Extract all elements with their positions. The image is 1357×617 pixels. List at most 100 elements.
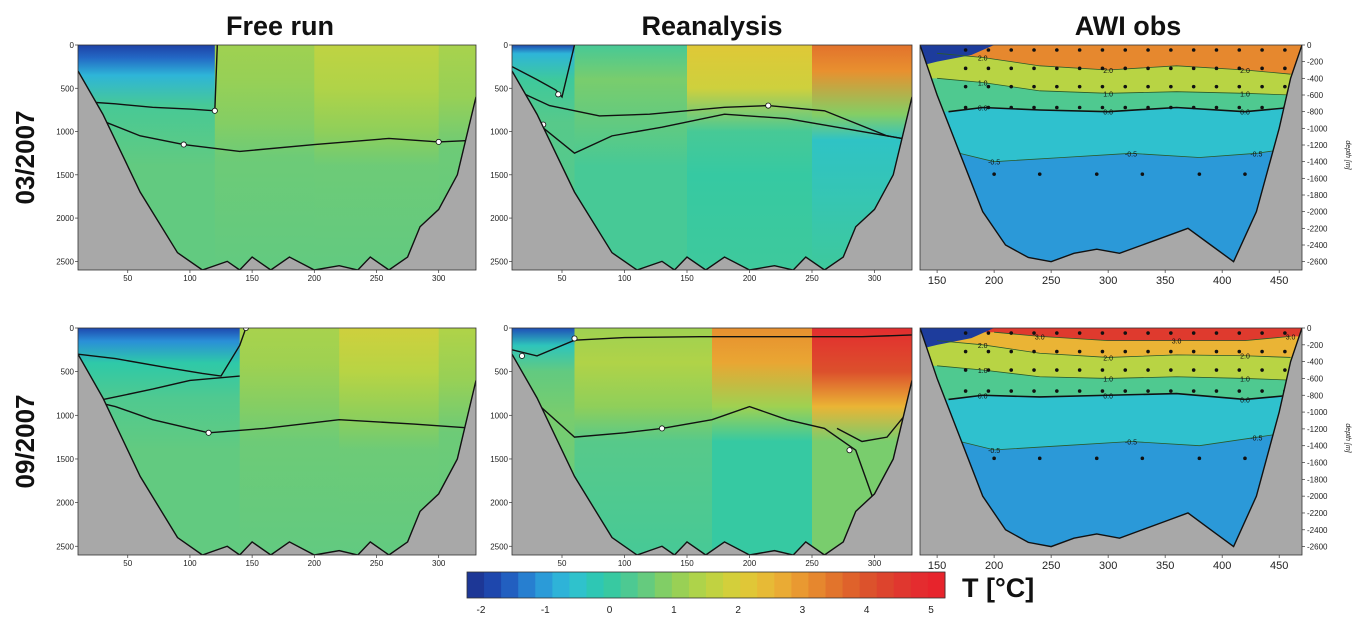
temperature-band	[920, 328, 1302, 341]
obs-point	[963, 349, 968, 354]
seabed	[512, 70, 912, 270]
obs-point	[1100, 349, 1105, 354]
obs-point	[963, 84, 968, 89]
y-tick-label: -800	[1307, 391, 1324, 400]
colorbar-segment	[637, 572, 656, 598]
contour-label: 1.0	[978, 81, 988, 88]
obs-point	[1032, 66, 1036, 71]
obs-point	[1055, 368, 1059, 372]
colorbar-segment	[484, 572, 502, 598]
obs-point	[1237, 66, 1242, 71]
obs-point	[1260, 349, 1264, 354]
x-tick-label: 200	[743, 274, 757, 283]
x-tick-label: 300	[432, 559, 446, 568]
y-tick-label: 0	[70, 324, 75, 333]
y-tick-label: 2000	[56, 499, 74, 508]
x-tick-label: 300	[1099, 560, 1117, 572]
colorbar-segment	[927, 572, 946, 598]
x-tick-label: 50	[558, 559, 567, 568]
x-tick-label: 250	[1042, 560, 1060, 572]
obs-point	[1009, 48, 1014, 52]
obs-point	[1146, 389, 1150, 393]
y-tick-label: -2200	[1307, 509, 1328, 518]
panel-awi-sep: 3.0 3.0 3.0 2.0 2.0 2.0 1.0 1.0 1.0 0.0 0.0 0.0 -0.5…	[919, 324, 1351, 572]
x-tick-label: 300	[868, 559, 882, 568]
contour-line	[937, 52, 1291, 75]
temperature-section	[712, 328, 813, 555]
panel-awi-mar: 2.0 2.0 2.0 1.0 1.0 1.0 0.0 0.0 0.0 -0.5 -0.5 -0.5 1…	[919, 41, 1351, 287]
x-tick-label: 350	[1156, 275, 1174, 287]
x-tick-label: 250	[1042, 275, 1060, 287]
obs-point	[1100, 331, 1105, 335]
obs-point	[1146, 66, 1150, 71]
colorbar-segment	[740, 572, 758, 598]
obs-point	[1100, 368, 1105, 372]
colorbar-tick-label: 5	[928, 605, 934, 616]
contour-label: 2.0	[978, 56, 988, 63]
contour-label: 3.0	[1035, 334, 1045, 341]
obs-point	[1260, 84, 1264, 89]
colorbar-segment	[910, 572, 929, 598]
x-tick-label: 250	[370, 559, 384, 568]
row-title-mar: 03/2007	[10, 111, 40, 205]
contour-line	[937, 340, 1291, 358]
isoline-marker	[555, 91, 562, 98]
obs-point	[1169, 389, 1173, 393]
obs-point	[1197, 172, 1202, 176]
y-tick-label: -1400	[1307, 158, 1328, 167]
seabed-outline	[512, 70, 912, 270]
seabed	[78, 70, 476, 270]
contour-label: -0.5	[1125, 440, 1137, 447]
x-tick-label: 150	[680, 274, 694, 283]
obs-point	[1169, 84, 1173, 89]
contour-label: 0.0	[1240, 110, 1250, 117]
obs-point	[1009, 389, 1014, 393]
contour-label: 0.0	[978, 393, 988, 400]
y-tick-label: -400	[1307, 358, 1324, 367]
y-tick-label: -400	[1307, 74, 1324, 83]
seabed-outline	[78, 70, 476, 270]
y-tick-label: 500	[495, 84, 509, 93]
temperature-section	[687, 45, 813, 270]
obs-point	[1214, 389, 1219, 393]
x-tick-label: 100	[183, 274, 197, 283]
contour-label: 3.0	[1172, 339, 1182, 346]
isoline	[512, 87, 912, 141]
y-tick-label: -200	[1307, 341, 1324, 350]
isoline-marker	[242, 328, 249, 331]
colorbar-segment	[791, 572, 809, 598]
obs-point	[963, 105, 968, 110]
obs-point	[1077, 331, 1082, 335]
obs-point	[1032, 389, 1036, 393]
colorbar-segment	[654, 572, 673, 598]
isoline-marker	[571, 335, 578, 342]
colorbar-segment	[893, 572, 912, 598]
y-tick-label: 500	[495, 368, 509, 377]
colorbar-segment	[535, 572, 553, 598]
y-tick-label: 0	[504, 41, 509, 50]
contour-label: 1.0	[1240, 91, 1250, 98]
obs-point	[1140, 456, 1145, 461]
panel-rean-sep: 50 100 150 200 250 300 0 500 1000 1500 2000 2500	[490, 324, 913, 568]
colorbar-segment	[774, 572, 792, 598]
obs-point	[1100, 48, 1105, 52]
obs-point	[1214, 66, 1219, 71]
seabed	[512, 354, 912, 555]
obs-point	[1146, 368, 1150, 372]
row-title-sep: 09/2007	[10, 395, 40, 489]
obs-point	[1197, 456, 1202, 461]
obs-point	[1237, 105, 1242, 110]
y-tick-label: 2000	[490, 499, 508, 508]
y-tick-label: 0	[70, 41, 75, 50]
obs-point	[1146, 349, 1150, 354]
y-tick-label: -2400	[1307, 241, 1328, 250]
obs-point	[1077, 84, 1082, 89]
obs-point	[986, 84, 991, 89]
obs-point	[1169, 66, 1173, 71]
x-tick-label: 150	[928, 275, 946, 287]
panel-free-sep: 50 100 150 200 250 300 0 500 1000 1500 2000 2500	[56, 324, 477, 568]
obs-point	[1214, 48, 1219, 52]
colorbar-segment	[723, 572, 741, 598]
y-axis-unit: depth [m]	[1344, 423, 1351, 453]
